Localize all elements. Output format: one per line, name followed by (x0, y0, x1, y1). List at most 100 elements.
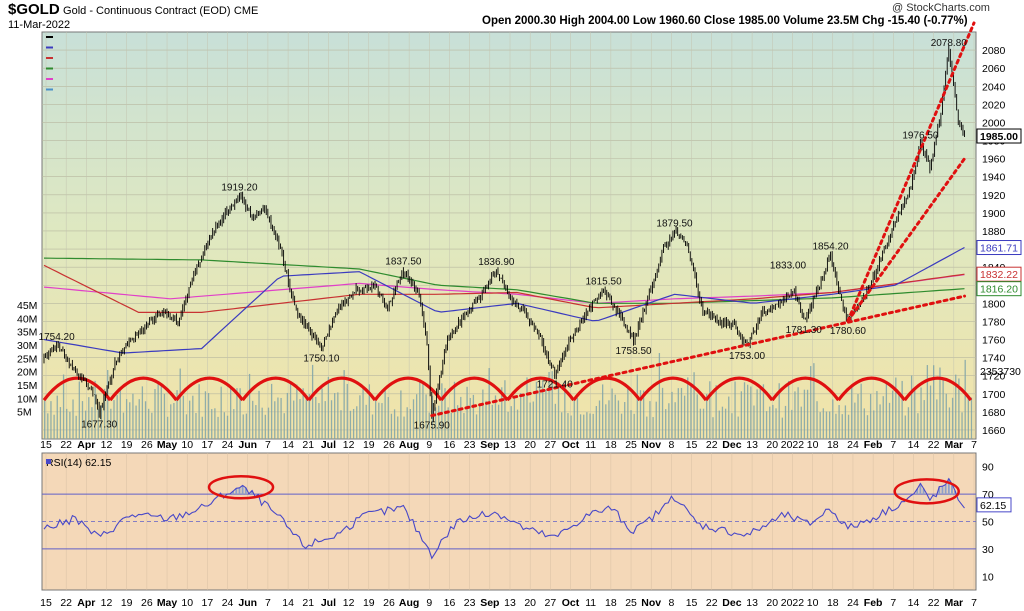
volume-bar (526, 377, 528, 439)
volume-bar (649, 401, 651, 439)
x-tick-label: 17 (202, 439, 214, 451)
x-tick-label-bottom: 7 (890, 597, 896, 609)
x-tick-label-bottom: 19 (363, 597, 375, 609)
volume-bar (132, 393, 134, 439)
cycle-arc (638, 376, 708, 402)
volume-bar (157, 381, 159, 439)
volume-bar (958, 378, 960, 439)
volume-bar (788, 380, 790, 439)
rsi-last-box (976, 497, 1012, 513)
volume-bar (365, 404, 367, 439)
volume-bar (81, 401, 84, 439)
price-annotation: 1879.50 (656, 218, 693, 229)
x-tick-label-bottom: 22 (706, 597, 718, 609)
volume-bar (731, 413, 733, 439)
volume-bar (579, 414, 582, 439)
volume-bar (494, 395, 497, 439)
cycle-arc (770, 376, 840, 402)
volume-bar (595, 406, 597, 439)
price-tick-label: 1940 (982, 172, 1006, 184)
ohlc-readout: Open 2000.30 High 2004.00 Low 1960.60 Cl… (482, 15, 968, 27)
ma-value-label: 1861.71 (980, 243, 1018, 255)
legend-swatch (46, 67, 53, 70)
volume-bar (434, 407, 437, 439)
volume-bar (214, 408, 216, 439)
x-tick-label-bottom: 9 (426, 597, 432, 609)
cycle-arc (506, 376, 575, 402)
trendline (846, 157, 967, 323)
volume-bar (589, 413, 591, 439)
volume-bar (538, 380, 541, 439)
volume-bar (308, 393, 311, 439)
volume-bar (583, 414, 585, 439)
price-annotation: 1833.00 (770, 260, 807, 271)
volume-bar (542, 380, 544, 439)
volume-bar (53, 414, 55, 439)
volume-bar (154, 389, 156, 439)
x-tick-label-bottom: 22 (60, 597, 72, 609)
volume-bar (179, 368, 181, 439)
x-tick-label-bottom: 22 (928, 597, 940, 609)
volume-bar (318, 403, 320, 439)
volume-bar (605, 404, 607, 439)
x-tick-label-bottom: 10 (807, 597, 819, 609)
volume-bar (428, 412, 430, 439)
volume-bar (119, 389, 121, 439)
x-tick-label-bottom: 12 (343, 597, 355, 609)
volume-bar (129, 402, 131, 439)
chart-date: 11-Mar-2022 (8, 19, 71, 31)
x-tick-label-bottom: 26 (383, 597, 395, 609)
trendline (846, 21, 976, 323)
volume-bar (860, 383, 862, 439)
symbol: $GOLD (8, 1, 60, 18)
volume-bar (66, 408, 68, 439)
volume-bar (794, 391, 796, 439)
x-tick-label: 2022 (781, 439, 805, 451)
volume-bar (280, 397, 282, 439)
volume-bar (895, 377, 897, 439)
x-tick-label-bottom: 16 (444, 597, 456, 609)
cycle-arc (42, 376, 112, 402)
volume-bar (639, 390, 642, 439)
x-tick-label: 10 (181, 439, 193, 451)
rsi-highlight-ellipse (207, 475, 275, 500)
volume-bar (851, 386, 853, 439)
price-annotation: 1836.90 (478, 257, 515, 268)
volume-tick-label: 40M (17, 313, 37, 325)
volume-bar (393, 409, 396, 439)
volume-bar (469, 397, 471, 439)
volume-bar (91, 407, 93, 439)
volume-bar (945, 393, 947, 439)
volume-bar (456, 405, 459, 439)
volume-bar (497, 404, 500, 439)
x-tick-label: 24 (847, 439, 859, 451)
volume-bar (56, 395, 58, 439)
volume-bar (567, 413, 569, 439)
x-tick-label: 27 (545, 439, 557, 451)
cycle-arc (572, 376, 642, 402)
volume-bar (148, 408, 150, 439)
volume-bar (356, 406, 358, 439)
price-tick-label: 2020 (982, 99, 1006, 111)
x-tick-label: 14 (908, 439, 920, 451)
volume-bar (170, 404, 172, 439)
volume-bar (970, 397, 973, 439)
price-tick-label: 1720 (982, 371, 1006, 383)
volume-bar (592, 413, 594, 439)
volume-bar (425, 394, 427, 439)
volume-bar (217, 416, 219, 439)
volume-bar (554, 403, 557, 439)
x-tick-label-bottom: 13 (504, 597, 516, 609)
volume-bar (671, 391, 673, 439)
volume-bar (160, 385, 162, 439)
x-tick-label-bottom: 19 (121, 597, 133, 609)
x-tick-label-bottom: 2022 (781, 597, 805, 609)
volume-bar (576, 397, 579, 439)
volume-bar (696, 394, 698, 439)
price-panel-background (41, 31, 977, 440)
volume-bar (352, 408, 355, 439)
price-tick-label: 1880 (982, 226, 1006, 238)
x-tick-label: Mar (944, 439, 963, 451)
volume-bar (778, 383, 780, 439)
volume-bar (475, 414, 478, 439)
